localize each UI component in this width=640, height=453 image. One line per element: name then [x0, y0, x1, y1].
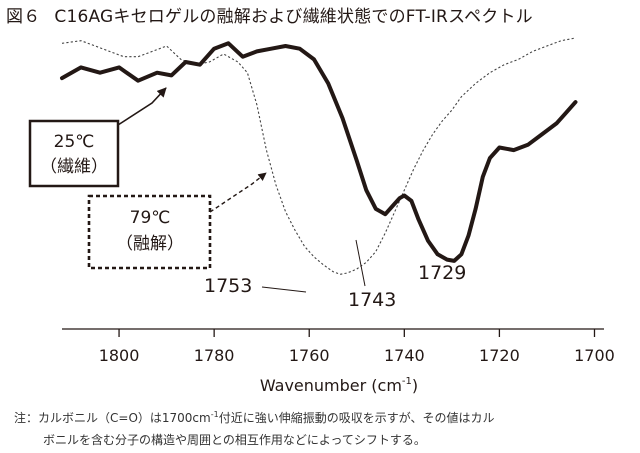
figure-title-text: C16AGキセロゲルの融解および繊維状態でのFT-IRスペクトル: [54, 7, 533, 27]
x-tick-label-1780: 1780: [194, 346, 235, 365]
peak-label-1753: 1753: [204, 275, 252, 297]
legend-box-fiber: [28, 119, 120, 188]
legend-fiber-arrow: [117, 87, 167, 126]
x-axis-ticks: [118, 329, 596, 337]
ftir-chart: 1800 1780 1760 1740 1720 1700 25℃ （繊維） 79℃ （融…: [28, 37, 615, 395]
footnote: 注：カルボニル（C=O）は1700cm-1付近に強い伸縮振動の吸収を示すが、その…: [14, 404, 494, 451]
figure-number: 図６: [6, 7, 41, 27]
x-axis-label: Wavenumber (cm-1): [260, 376, 418, 395]
legend-melt-state: （融解）: [116, 234, 184, 254]
legend-fiber-temp: 25℃: [54, 132, 95, 152]
peak-1743-leader: [355, 239, 366, 287]
x-tick-label-1800: 1800: [99, 346, 140, 365]
series-line-fiber-25c: [60, 41, 578, 263]
x-axis-label-sup: -1: [402, 376, 412, 387]
footnote-sup: -1: [210, 410, 219, 419]
peak-1753-leader: [261, 286, 307, 293]
footnote-prefix: 注：: [14, 411, 39, 425]
peak-label-1729: 1729: [418, 262, 466, 284]
x-tick-label-1700: 1700: [574, 346, 615, 365]
footnote-line-1: 注：カルボニル（C=O）は1700cm-1付近に強い伸縮振動の吸収を示すが、その…: [14, 404, 494, 429]
footnote-line-2: ボニルを含む分子の構造や周囲との相互作用などによってシフトする。: [43, 433, 426, 447]
x-axis-tick-labels: 1800 1780 1760 1740 1720 1700: [99, 346, 615, 365]
legend-fiber-state: （繊維）: [40, 157, 108, 177]
x-axis-label-main: Wavenumber (cm: [260, 376, 402, 395]
x-tick-label-1740: 1740: [384, 346, 425, 365]
x-tick-label-1720: 1720: [479, 346, 520, 365]
footnote-text-a: カルボニル（C=O）は1700cm: [38, 411, 211, 425]
x-tick-label-1760: 1760: [289, 346, 330, 365]
footnote-text-b: 付近に強い伸縮振動の吸収を示すが、その値はカル: [218, 411, 495, 425]
legend-melt-arrow: [209, 172, 267, 213]
peak-label-1743: 1743: [348, 289, 396, 311]
figure-title: 図６ C16AGキセロゲルの融解および繊維状態でのFT-IRスペクトル: [6, 2, 533, 27]
x-axis-label-end: ): [412, 376, 418, 395]
series-line-melt-79c: [61, 37, 576, 275]
legend-melt-temp: 79℃: [130, 208, 171, 228]
legend-box-melt: [87, 194, 212, 270]
